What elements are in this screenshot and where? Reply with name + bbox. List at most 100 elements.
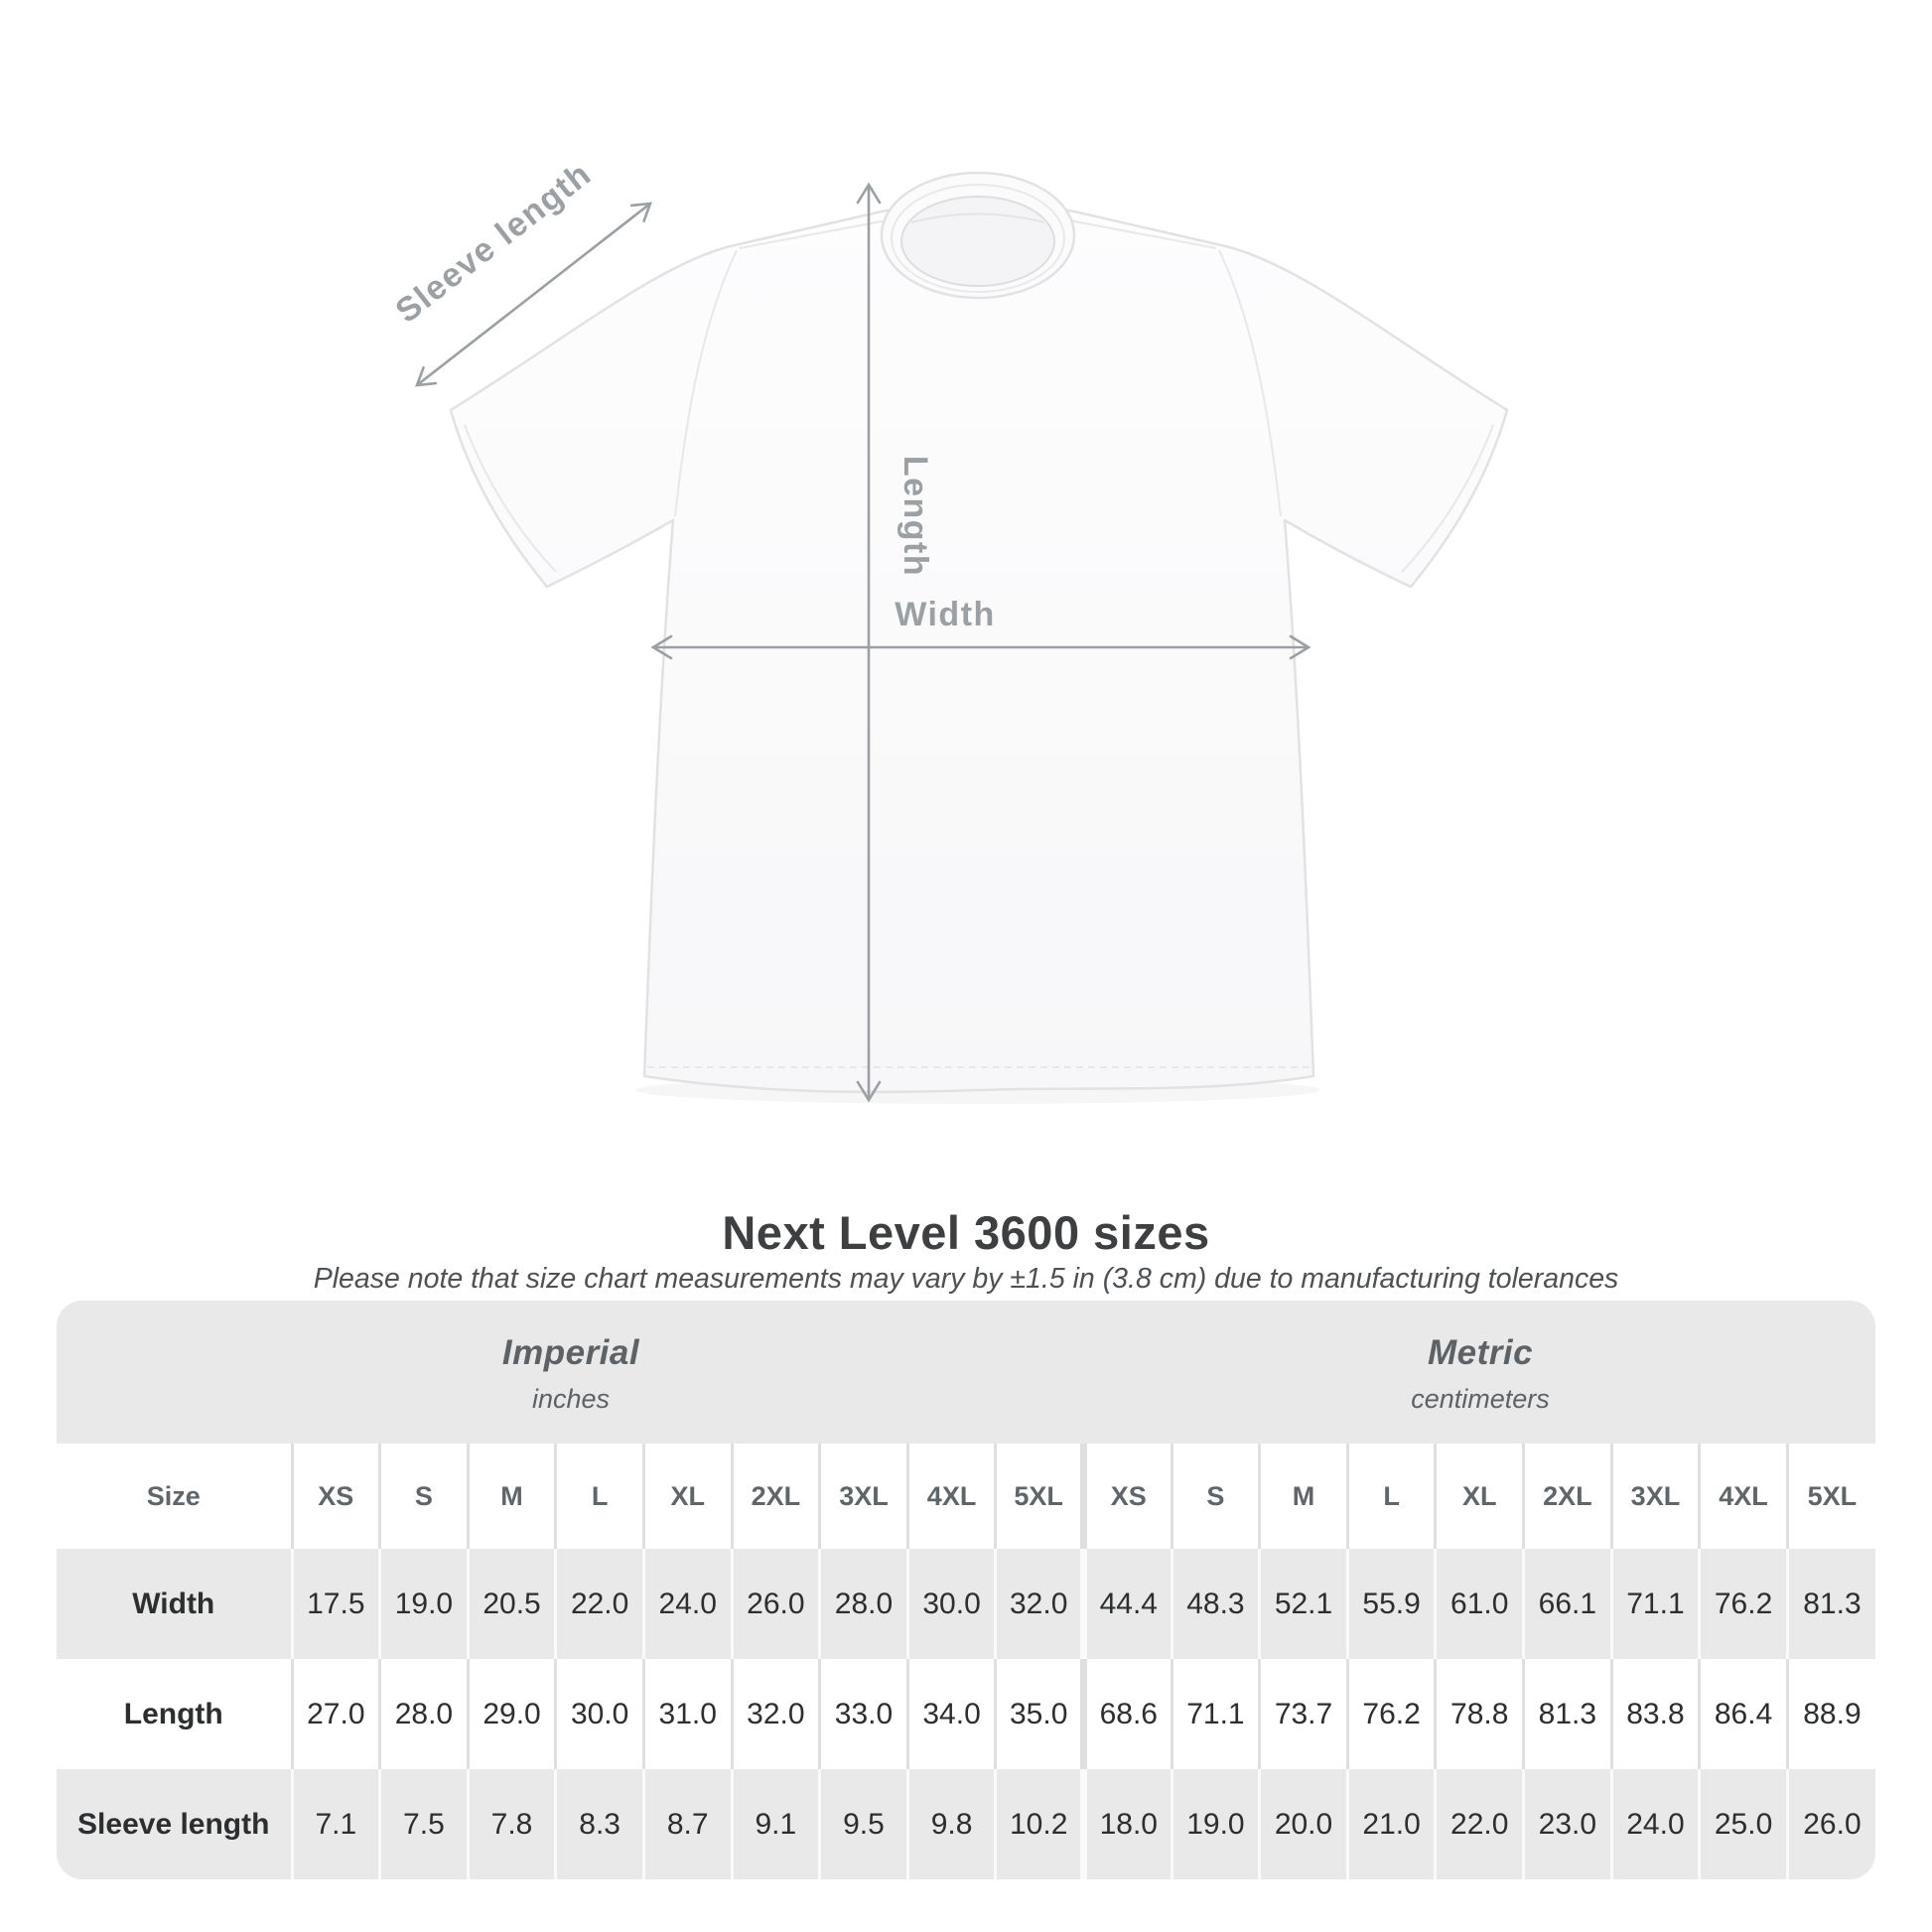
value-cell: 81.3: [1522, 1659, 1612, 1769]
length-label: Length: [897, 456, 934, 577]
size-table: Size XS S M L XL 2XL 3XL 4XL 5XL XS S M …: [57, 1444, 1875, 1879]
value-cell: 52.1: [1258, 1549, 1348, 1659]
width-label: Width: [895, 596, 996, 633]
size-col: M: [1258, 1444, 1348, 1549]
row-label: Sleeve length: [77, 1807, 270, 1841]
size-col: L: [554, 1444, 644, 1549]
value-cell: 32.0: [994, 1549, 1084, 1659]
value-cell: 9.8: [905, 1769, 996, 1879]
size-col: 4XL: [1698, 1444, 1788, 1549]
value-cell: 44.4: [1079, 1549, 1173, 1659]
value-cell: 31.0: [641, 1659, 733, 1769]
value-cell: 10.2: [994, 1769, 1084, 1879]
value-cell: 8.7: [641, 1769, 733, 1879]
value-cell: 25.0: [1698, 1769, 1788, 1879]
size-col: 3XL: [818, 1444, 908, 1549]
value-cell: 68.6: [1079, 1659, 1173, 1769]
measurement-arrows: [415, 182, 1311, 1103]
shirt-collar: [880, 171, 1076, 300]
metric-unit: centimeters: [1411, 1384, 1550, 1414]
value-cell: 24.0: [1609, 1769, 1700, 1879]
value-cell: 7.1: [290, 1769, 380, 1879]
size-chart: Imperial inches Metric centimeters Size …: [57, 1301, 1875, 1879]
value-cell: 23.0: [1522, 1769, 1612, 1879]
row-label: Width: [132, 1587, 215, 1620]
size-col: XS: [1079, 1444, 1173, 1549]
value-cell: 26.0: [1785, 1769, 1875, 1879]
size-col: S: [378, 1444, 469, 1549]
size-col: 2XL: [730, 1444, 820, 1549]
value-cell: 7.5: [378, 1769, 469, 1879]
imperial-title: Imperial: [501, 1333, 640, 1372]
value-cell: 81.3: [1785, 1549, 1875, 1659]
value-cell: 9.1: [730, 1769, 820, 1879]
value-cell: 8.3: [554, 1769, 644, 1879]
value-cell: 22.0: [554, 1549, 644, 1659]
value-cell: 24.0: [641, 1549, 733, 1659]
width-row: Width 17.5 19.0 20.5 22.0 24.0 26.0 28.0…: [57, 1549, 1875, 1659]
value-cell: 9.5: [818, 1769, 908, 1879]
value-cell: 48.3: [1170, 1549, 1260, 1659]
value-cell: 19.0: [1170, 1769, 1260, 1879]
value-cell: 28.0: [378, 1659, 469, 1769]
value-cell: 30.0: [905, 1549, 996, 1659]
size-col: 2XL: [1522, 1444, 1612, 1549]
sleeve-length-arrow: [415, 202, 652, 387]
size-col: 5XL: [1785, 1444, 1875, 1549]
imperial-unit: inches: [531, 1384, 611, 1414]
value-cell: 19.0: [378, 1549, 469, 1659]
value-cell: 32.0: [730, 1659, 820, 1769]
size-col: M: [466, 1444, 556, 1549]
shirt-seams: [464, 219, 1494, 1068]
value-cell: 28.0: [818, 1549, 908, 1659]
page-subtitle: Please note that size chart measurements…: [313, 1263, 1619, 1295]
size-col: XL: [1434, 1444, 1524, 1549]
sleeve-length-label: Sleeve length: [388, 155, 598, 331]
value-cell: 34.0: [905, 1659, 996, 1769]
value-cell: 30.0: [554, 1659, 644, 1769]
value-cell: 71.1: [1170, 1659, 1260, 1769]
size-header-row: Size XS S M L XL 2XL 3XL 4XL 5XL XS S M …: [57, 1444, 1875, 1549]
size-col: 3XL: [1609, 1444, 1700, 1549]
size-col: XS: [290, 1444, 380, 1549]
value-cell: 20.0: [1258, 1769, 1348, 1879]
value-cell: 7.8: [466, 1769, 556, 1879]
value-cell: 88.9: [1785, 1659, 1875, 1769]
value-cell: 18.0: [1079, 1769, 1173, 1879]
size-col: XL: [641, 1444, 733, 1549]
value-cell: 22.0: [1434, 1769, 1524, 1879]
row-label: Length: [123, 1697, 223, 1730]
size-col: L: [1345, 1444, 1436, 1549]
value-cell: 21.0: [1345, 1769, 1436, 1879]
value-cell: 29.0: [466, 1659, 556, 1769]
value-cell: 61.0: [1434, 1549, 1524, 1659]
size-col: S: [1170, 1444, 1260, 1549]
metric-header: Metric centimeters: [1085, 1301, 1875, 1444]
value-cell: 26.0: [730, 1549, 820, 1659]
size-col: 5XL: [994, 1444, 1084, 1549]
value-cell: 76.2: [1698, 1549, 1788, 1659]
value-cell: 33.0: [818, 1659, 908, 1769]
sleeve-length-row: Sleeve length 7.1 7.5 7.8 8.3 8.7 9.1 9.…: [57, 1769, 1875, 1879]
value-cell: 71.1: [1609, 1549, 1700, 1659]
value-cell: 66.1: [1522, 1549, 1612, 1659]
value-cell: 27.0: [290, 1659, 380, 1769]
value-cell: 78.8: [1434, 1659, 1524, 1769]
tshirt-diagram: Sleeve length Length Width: [388, 155, 1509, 1103]
value-cell: 76.2: [1345, 1659, 1436, 1769]
value-cell: 83.8: [1609, 1659, 1700, 1769]
value-cell: 73.7: [1258, 1659, 1348, 1769]
page-title: Next Level 3600 sizes: [722, 1206, 1210, 1259]
length-row: Length 27.0 28.0 29.0 30.0 31.0 32.0 33.…: [57, 1659, 1875, 1769]
value-cell: 86.4: [1698, 1659, 1788, 1769]
unit-header-band: Imperial inches Metric centimeters: [57, 1301, 1875, 1444]
value-cell: 55.9: [1345, 1549, 1436, 1659]
value-cell: 35.0: [994, 1659, 1084, 1769]
metric-title: Metric: [1427, 1333, 1534, 1372]
size-header-label: Size: [146, 1480, 201, 1511]
size-col: 4XL: [905, 1444, 996, 1549]
imperial-header: Imperial inches: [57, 1301, 1085, 1444]
value-cell: 17.5: [290, 1549, 380, 1659]
value-cell: 20.5: [466, 1549, 556, 1659]
